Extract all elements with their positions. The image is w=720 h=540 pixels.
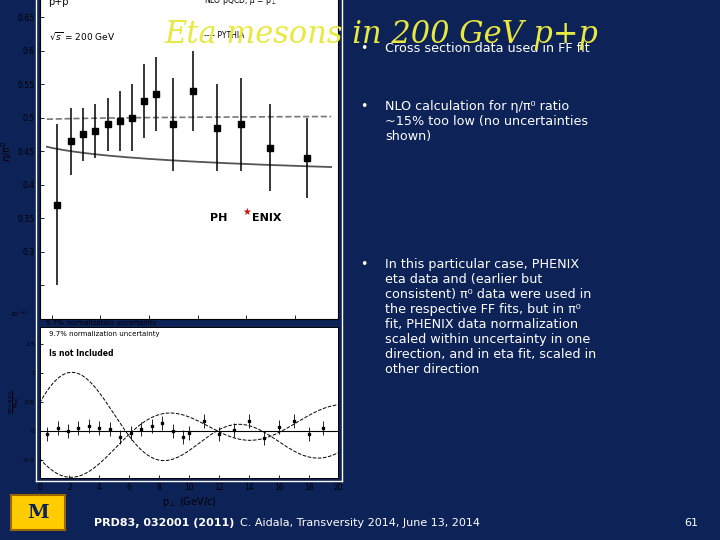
Text: NLO pQCD, $\mu$ = p$_\perp$: NLO pQCD, $\mu$ = p$_\perp$ (204, 0, 276, 7)
Text: Eta mesons in 200 GeV p+p: Eta mesons in 200 GeV p+p (165, 19, 598, 50)
Text: 10$^{-10}$: 10$^{-10}$ (45, 333, 67, 345)
Text: p+p: p+p (48, 0, 69, 7)
Text: Cross section data used in FF fit: Cross section data used in FF fit (385, 42, 590, 55)
Text: •: • (360, 100, 367, 113)
Text: M: M (27, 504, 49, 522)
Y-axis label: $\frac{\sigma_{D}-\sigma_{NLO}}{\sigma_{NLO}}$: $\frac{\sigma_{D}-\sigma_{NLO}}{\sigma_{… (7, 390, 22, 415)
Text: $\sqrt{s}$ = 200 GeV: $\sqrt{s}$ = 200 GeV (48, 31, 115, 42)
Text: •: • (360, 42, 367, 55)
Text: PRD83, 032001 (2011): PRD83, 032001 (2011) (94, 518, 234, 528)
Text: In this particular case, PHENIX
eta data and (earlier but
consistent) π⁰ data we: In this particular case, PHENIX eta data… (385, 258, 596, 376)
Text: •: • (360, 258, 367, 271)
Text: 61: 61 (685, 518, 698, 528)
Text: C. Aidala, Transversity 2014, June 13, 2014: C. Aidala, Transversity 2014, June 13, 2… (240, 518, 480, 528)
Text: Is not Included: Is not Included (48, 349, 113, 359)
Text: 9.7% normalization uncertainty: 9.7% normalization uncertainty (48, 331, 159, 338)
Text: ENIX: ENIX (252, 213, 282, 223)
Text: P$_T$ (GeV/c): P$_T$ (GeV/c) (279, 346, 323, 358)
Text: NLO calculation for η/π⁰ ratio
~15% too low (no uncertainties
shown): NLO calculation for η/π⁰ ratio ~15% too … (385, 100, 588, 144)
Text: ---- PYTHIA: ---- PYTHIA (204, 31, 244, 39)
Text: ★: ★ (242, 206, 251, 217)
X-axis label: p$_\perp$ (GeV/c): p$_\perp$ (GeV/c) (162, 495, 216, 509)
Text: 10$^{-10}$: 10$^{-10}$ (10, 310, 29, 319)
Text: PH: PH (210, 213, 228, 223)
Y-axis label: $\eta / \pi^0$: $\eta / \pi^0$ (0, 140, 15, 162)
Text: 9.7% normalization uncertainty: 9.7% normalization uncertainty (45, 320, 156, 327)
